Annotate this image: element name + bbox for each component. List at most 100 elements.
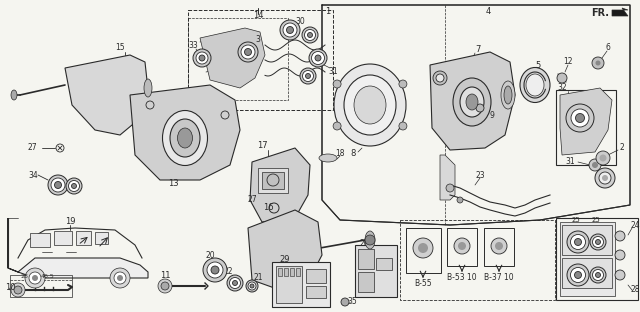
Text: 25: 25 <box>591 217 600 223</box>
Circle shape <box>567 231 589 253</box>
Text: FR.: FR. <box>591 8 609 18</box>
Bar <box>400 220 555 300</box>
Circle shape <box>433 71 447 85</box>
Text: 30: 30 <box>295 17 305 27</box>
Circle shape <box>300 68 316 84</box>
Text: 11: 11 <box>160 271 170 280</box>
Text: 25: 25 <box>572 217 580 223</box>
Text: 3: 3 <box>255 36 260 45</box>
Bar <box>306 269 326 283</box>
Circle shape <box>458 242 466 250</box>
Circle shape <box>230 277 241 289</box>
Text: 21: 21 <box>253 274 263 282</box>
Text: 18: 18 <box>335 149 345 158</box>
Circle shape <box>399 122 407 130</box>
Circle shape <box>333 122 341 130</box>
Bar <box>76 231 91 245</box>
Circle shape <box>158 279 172 293</box>
Circle shape <box>457 197 463 203</box>
Circle shape <box>203 258 227 282</box>
Text: 23: 23 <box>475 170 485 179</box>
Text: 32: 32 <box>557 84 567 92</box>
Circle shape <box>333 80 341 88</box>
Circle shape <box>446 184 454 192</box>
Bar <box>188 18 288 100</box>
Text: 5: 5 <box>536 61 541 70</box>
Text: 35: 35 <box>347 298 357 306</box>
Circle shape <box>196 52 208 64</box>
Bar <box>54 231 72 245</box>
Bar <box>355 245 397 297</box>
Text: 10: 10 <box>5 284 15 293</box>
Ellipse shape <box>520 67 550 103</box>
Polygon shape <box>200 28 265 88</box>
Ellipse shape <box>453 78 491 126</box>
Bar <box>188 10 333 110</box>
Text: 28: 28 <box>20 275 28 280</box>
Circle shape <box>593 236 604 247</box>
Circle shape <box>48 175 68 195</box>
Circle shape <box>199 55 205 61</box>
Circle shape <box>32 275 38 281</box>
Circle shape <box>211 266 219 274</box>
Text: 24: 24 <box>630 221 640 230</box>
Text: B-37 10: B-37 10 <box>484 272 514 281</box>
Circle shape <box>250 284 254 288</box>
Text: 34: 34 <box>28 170 38 179</box>
Text: B-55: B-55 <box>414 279 432 287</box>
Text: 9: 9 <box>490 110 495 119</box>
Circle shape <box>454 238 470 254</box>
Text: 13: 13 <box>168 178 179 188</box>
Circle shape <box>575 114 584 123</box>
Text: 17: 17 <box>257 142 268 150</box>
Circle shape <box>303 71 314 81</box>
Bar <box>278 268 282 276</box>
Circle shape <box>595 272 600 277</box>
Circle shape <box>600 154 607 162</box>
Circle shape <box>570 235 586 250</box>
Bar <box>560 222 615 296</box>
Bar <box>296 268 300 276</box>
Circle shape <box>68 181 79 192</box>
Polygon shape <box>248 210 322 290</box>
Ellipse shape <box>466 94 478 110</box>
Text: 28: 28 <box>630 285 640 295</box>
Text: 27: 27 <box>247 196 257 204</box>
Polygon shape <box>250 148 310 222</box>
Ellipse shape <box>177 128 193 148</box>
Text: 29: 29 <box>280 256 291 265</box>
Circle shape <box>341 298 349 306</box>
Circle shape <box>110 268 130 288</box>
Ellipse shape <box>501 81 515 109</box>
Polygon shape <box>65 55 148 135</box>
Circle shape <box>418 243 428 253</box>
Circle shape <box>66 178 82 194</box>
Ellipse shape <box>163 110 207 165</box>
Ellipse shape <box>344 75 396 135</box>
Text: 26: 26 <box>359 238 369 247</box>
Polygon shape <box>612 8 628 16</box>
Text: 31: 31 <box>328 67 338 76</box>
Circle shape <box>302 27 318 43</box>
Text: 33: 33 <box>188 41 198 51</box>
Bar <box>306 286 326 298</box>
Circle shape <box>54 182 61 188</box>
Circle shape <box>307 32 312 37</box>
Circle shape <box>246 280 258 292</box>
Ellipse shape <box>144 79 152 97</box>
Circle shape <box>72 183 77 188</box>
Ellipse shape <box>460 87 484 117</box>
Text: 6: 6 <box>605 43 611 52</box>
Circle shape <box>491 238 507 254</box>
Ellipse shape <box>526 74 544 96</box>
Circle shape <box>592 162 598 168</box>
Circle shape <box>592 57 604 69</box>
Circle shape <box>244 48 252 56</box>
Circle shape <box>602 175 608 181</box>
Circle shape <box>11 283 25 297</box>
Ellipse shape <box>504 86 512 104</box>
Circle shape <box>280 20 300 40</box>
Bar <box>358 249 374 269</box>
Ellipse shape <box>319 154 337 162</box>
Circle shape <box>595 240 600 245</box>
